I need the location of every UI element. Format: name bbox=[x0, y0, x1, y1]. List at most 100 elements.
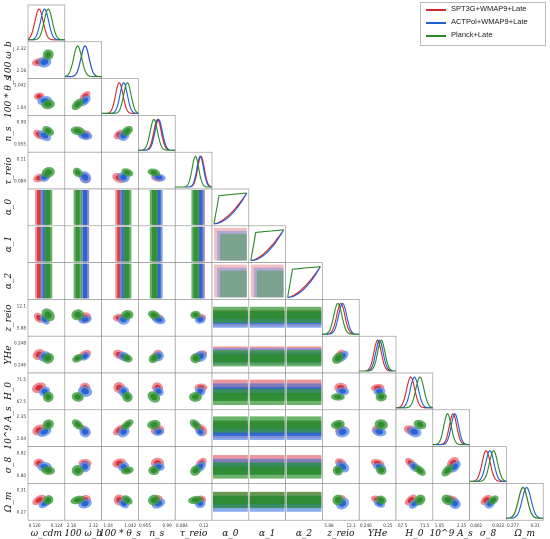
x-axis-label: α_2 bbox=[295, 529, 313, 539]
contour-inner bbox=[35, 497, 43, 503]
y-tick-label: 0.246 bbox=[14, 362, 26, 367]
panel-frame bbox=[322, 299, 360, 337]
y-axis-label: z_reio bbox=[4, 304, 14, 332]
contour-core bbox=[286, 466, 322, 475]
contour-inner bbox=[150, 312, 158, 318]
contour-inner bbox=[378, 468, 385, 473]
contour-inner bbox=[82, 463, 88, 470]
contour-core bbox=[156, 226, 161, 262]
x-tick-label: 0.955 bbox=[139, 523, 151, 528]
y-tick-label: 1.04 bbox=[17, 105, 27, 110]
contour-core bbox=[249, 310, 285, 319]
contour-inner bbox=[377, 421, 385, 428]
x-tick-label: 12.1 bbox=[346, 523, 356, 528]
panel-frame bbox=[64, 41, 102, 79]
contour-inner bbox=[82, 354, 88, 359]
contour-inner bbox=[45, 355, 52, 362]
contour-core bbox=[46, 263, 51, 299]
contour-core bbox=[249, 466, 285, 475]
y-tick-label: 1.042 bbox=[14, 83, 26, 88]
contour-core bbox=[286, 495, 322, 505]
y-axis-label: τ_reio bbox=[4, 156, 14, 185]
contour-band bbox=[250, 264, 284, 298]
contour-inner bbox=[444, 497, 451, 503]
contour-band bbox=[220, 270, 247, 298]
y-tick-label: 5.88 bbox=[17, 326, 27, 331]
contour-inner bbox=[44, 101, 52, 108]
x-tick-label: 0.25 bbox=[383, 523, 393, 528]
y-tick-label: 2.18 bbox=[17, 68, 27, 73]
panel-frame bbox=[395, 372, 434, 411]
contour-band bbox=[253, 267, 284, 298]
posterior-curve bbox=[213, 192, 248, 225]
legend-swatch-blue bbox=[426, 22, 446, 24]
contour-core bbox=[249, 495, 285, 505]
x-tick-label: 2.18 bbox=[67, 523, 77, 528]
contour-inner bbox=[334, 355, 342, 362]
posterior-curve bbox=[432, 413, 470, 446]
x-tick-label: 71.5 bbox=[420, 523, 430, 528]
contour-band bbox=[214, 227, 247, 261]
contour-core bbox=[117, 226, 122, 262]
contour-inner bbox=[40, 429, 49, 435]
contour-inner bbox=[192, 355, 199, 362]
contour-inner bbox=[416, 496, 423, 503]
contour-inner bbox=[490, 497, 497, 503]
contour-inner bbox=[74, 421, 81, 428]
y-axis-label: YHe bbox=[4, 345, 14, 365]
contour-inner bbox=[74, 467, 81, 474]
contour-inner bbox=[124, 312, 131, 318]
contour-core bbox=[117, 190, 122, 225]
x-tick-label: 0.120 bbox=[29, 523, 41, 528]
contour-inner bbox=[191, 394, 199, 400]
contour-inner bbox=[124, 421, 131, 428]
contour-core bbox=[125, 263, 130, 299]
y-tick-label: 67.5 bbox=[17, 399, 27, 404]
contour-inner bbox=[150, 170, 158, 175]
y-axis-label: n_s bbox=[4, 126, 14, 142]
contour-core bbox=[156, 263, 161, 299]
contour-core bbox=[125, 226, 130, 262]
x-tick-label: 0.31 bbox=[530, 523, 540, 528]
legend-swatch-green bbox=[426, 35, 446, 37]
contour-inner bbox=[81, 173, 89, 181]
contour-inner bbox=[73, 497, 82, 503]
contour-inner bbox=[334, 394, 342, 399]
contour-inner bbox=[151, 355, 157, 361]
posterior-curve bbox=[396, 376, 433, 409]
contour-core bbox=[213, 354, 248, 363]
contour-core bbox=[198, 263, 203, 299]
contour-core bbox=[151, 190, 156, 225]
contour-inner bbox=[40, 58, 49, 66]
posterior-curve bbox=[64, 45, 102, 78]
contour-inner bbox=[410, 428, 419, 435]
y-axis-label: σ_8 bbox=[4, 456, 14, 474]
contour-core bbox=[125, 190, 130, 225]
contour-inner bbox=[45, 497, 52, 503]
contour-core bbox=[193, 263, 198, 299]
y-axis-label: 100 ω_b bbox=[4, 41, 14, 80]
y-axis-label: 100 * θ_s bbox=[4, 76, 14, 118]
contour-band bbox=[256, 270, 284, 298]
contour-inner bbox=[334, 421, 342, 428]
contour-core bbox=[37, 226, 42, 262]
contour-inner bbox=[339, 389, 347, 394]
contour-inner bbox=[407, 496, 414, 503]
y-tick-label: 0.11 bbox=[17, 156, 27, 161]
contour-inner bbox=[155, 388, 162, 395]
contour-core bbox=[151, 263, 156, 299]
x-tick-label: 0.822 bbox=[492, 523, 504, 528]
panel-frame bbox=[174, 372, 213, 411]
y-tick-label: 2.35 bbox=[17, 414, 27, 419]
x-tick-label: 0.124 bbox=[51, 523, 63, 528]
x-tick-label: 0.12 bbox=[199, 523, 209, 528]
posterior-curve bbox=[359, 339, 396, 372]
contour-core bbox=[213, 310, 248, 319]
contour-core bbox=[37, 190, 42, 225]
contour-inner bbox=[81, 500, 89, 507]
panel-frame bbox=[27, 4, 66, 43]
contour-inner bbox=[74, 311, 82, 318]
contour-core bbox=[75, 190, 80, 225]
x-axis-label: α_1 bbox=[259, 529, 276, 539]
